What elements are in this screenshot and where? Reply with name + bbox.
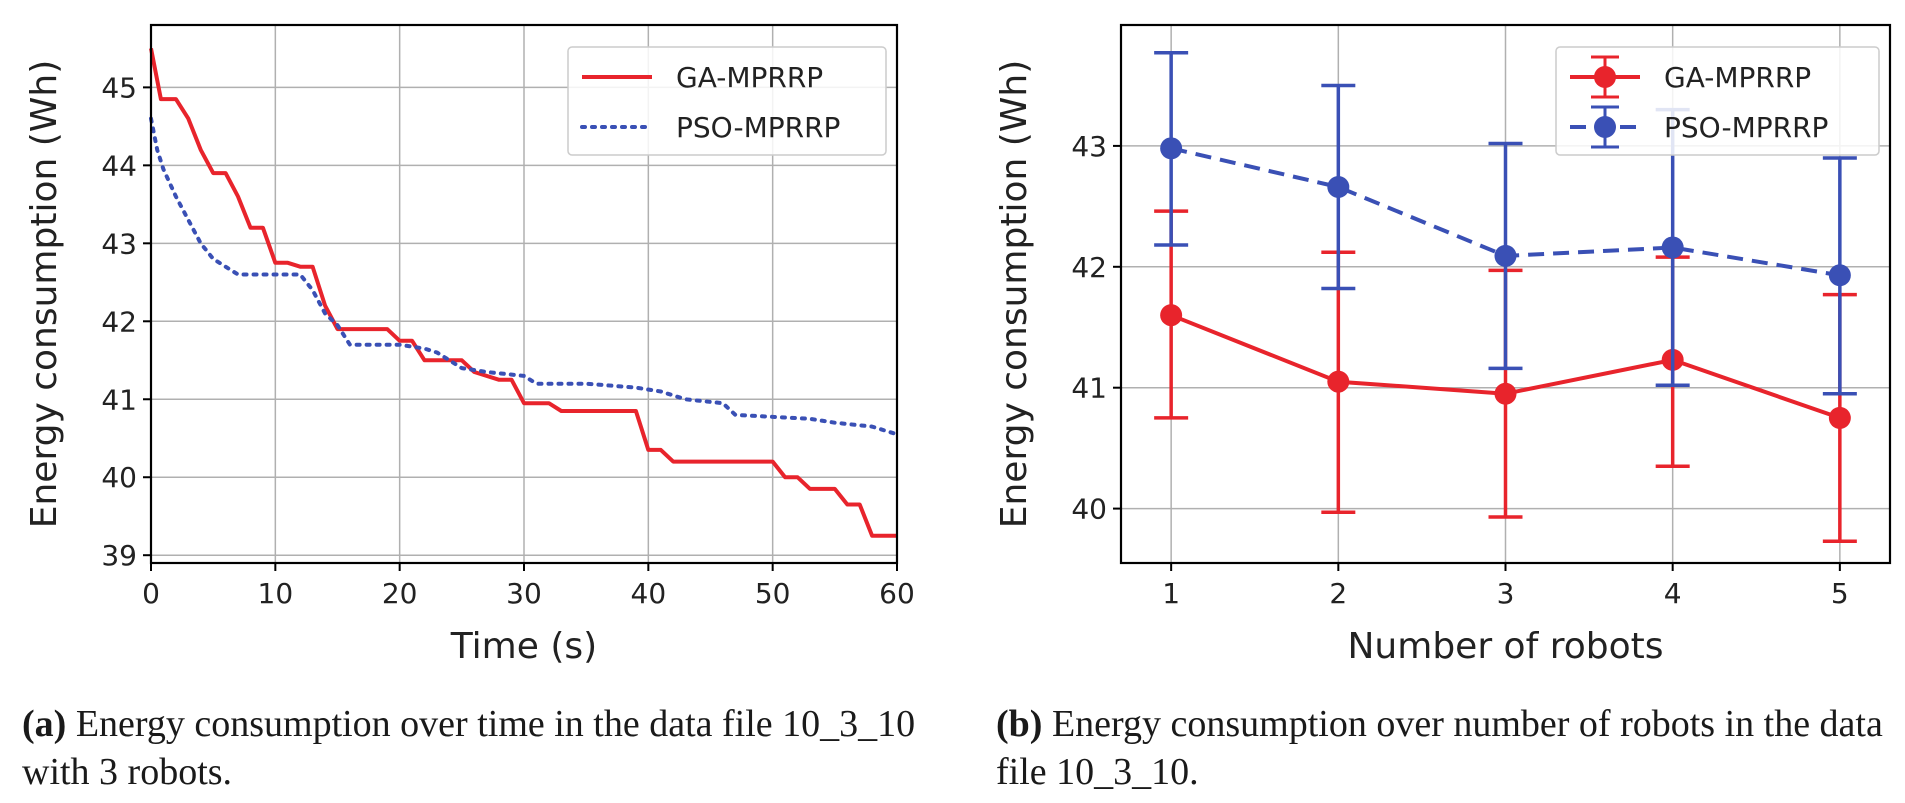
- x-tick-label: 3: [1497, 577, 1515, 610]
- legend-box: [1555, 46, 1880, 156]
- y-tick-label: 40: [1071, 493, 1107, 526]
- y-tick-label: 45: [101, 71, 137, 104]
- data-point: [1828, 264, 1851, 287]
- y-axis-label: Energy consumption (Wh): [24, 60, 65, 529]
- x-tick-label: 60: [879, 577, 915, 610]
- data-point: [1828, 406, 1851, 429]
- caption-a: (a) Energy consumption over time in the …: [22, 700, 922, 796]
- y-axis-label: Energy consumption (Wh): [994, 60, 1035, 529]
- x-tick-label: 2: [1329, 577, 1347, 610]
- data-point: [1160, 304, 1183, 327]
- chart-panel-a: 0 10 20 30 40 50 60 39 40 41 42 43 44 45 Time (s) Energ…: [24, 23, 915, 667]
- y-tick-label: 44: [101, 149, 137, 182]
- caption-a-label: (a): [22, 703, 67, 745]
- legend-box: [567, 46, 887, 156]
- x-tick-label: 40: [631, 577, 667, 610]
- y-tick-label: 43: [101, 227, 137, 260]
- series-pso-mprrp: [1154, 51, 1857, 396]
- y-tick-label: 41: [1071, 372, 1107, 405]
- axes-frame: [1119, 23, 1892, 565]
- legend-swatch-marker: [1594, 66, 1616, 88]
- y-tick-label: 39: [101, 539, 137, 572]
- x-axis-label: Time (s): [450, 626, 597, 667]
- x-tick-label: 0: [142, 577, 160, 610]
- x-tick-label: 10: [258, 577, 294, 610]
- y-tick-label: 43: [1071, 130, 1107, 163]
- legend-label: GA-MPRRP: [1664, 61, 1811, 94]
- chart-panel-b: 1 2 3 4 5 40 41 42 43 Number of robots Energy cons…: [994, 23, 1892, 667]
- x-tick-label: 4: [1664, 577, 1682, 610]
- legend-label: PSO-MPRRP: [1664, 111, 1828, 144]
- legend: GA-MPRRP PSO-MPRRP: [1555, 46, 1880, 156]
- legend-swatch-marker: [1594, 116, 1616, 138]
- y-tick-label: 40: [101, 461, 137, 494]
- series-pso-mprrp: [149, 116, 899, 437]
- x-axis-label: Number of robots: [1348, 626, 1664, 667]
- x-tick-label: 20: [382, 577, 418, 610]
- caption-a-text: Energy consumption over time in the data…: [22, 703, 916, 793]
- legend-label: PSO-MPRRP: [676, 111, 840, 144]
- data-point: [1327, 176, 1350, 199]
- axes-frame: [149, 23, 899, 565]
- data-point: [1494, 382, 1517, 405]
- caption-b: (b) Energy consumption over number of ro…: [996, 700, 1896, 796]
- series-line: [149, 48, 897, 538]
- y-tick-label: 41: [101, 383, 137, 416]
- data-point: [1661, 236, 1684, 259]
- series-ga-mprrp: [149, 48, 897, 538]
- caption-b-text: Energy consumption over number of robots…: [996, 703, 1883, 793]
- y-tick-label: 42: [101, 305, 137, 338]
- series-line: [149, 116, 899, 437]
- caption-b-label: (b): [996, 703, 1043, 745]
- legend-label: GA-MPRRP: [676, 61, 823, 94]
- legend: GA-MPRRP PSO-MPRRP: [567, 46, 887, 156]
- x-tick-label: 1: [1162, 577, 1180, 610]
- data-point: [1327, 370, 1350, 393]
- x-tick-label: 30: [506, 577, 542, 610]
- data-point: [1160, 137, 1183, 160]
- x-tick-label: 5: [1831, 577, 1849, 610]
- y-tick-label: 42: [1071, 251, 1107, 284]
- data-point: [1494, 244, 1517, 267]
- x-tick-label: 50: [755, 577, 791, 610]
